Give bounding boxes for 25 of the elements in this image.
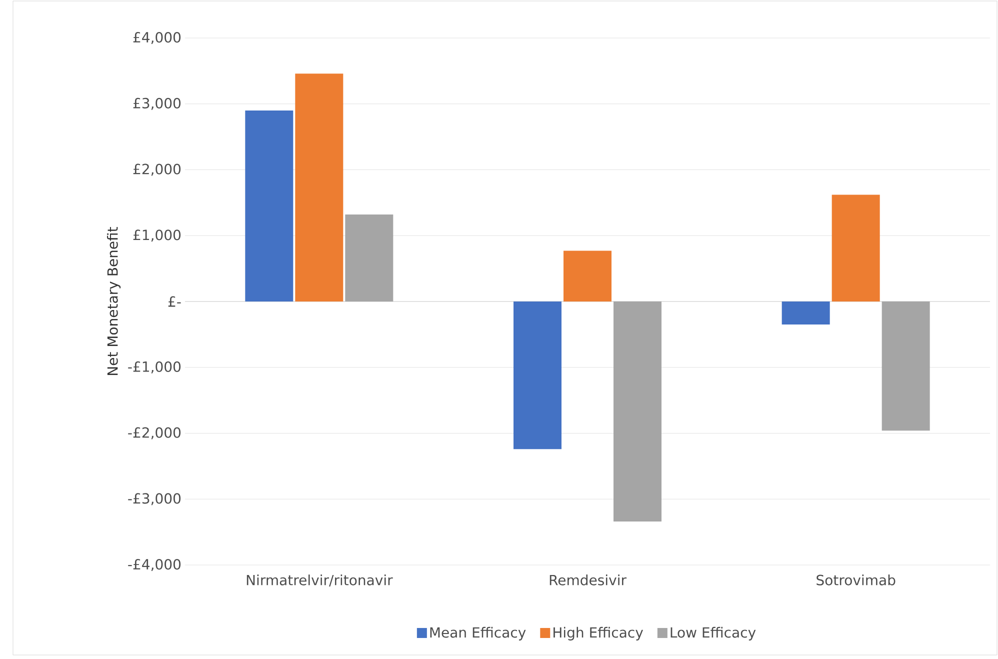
legend-label: Mean Efficacy: [430, 626, 526, 640]
y-tick-label: -£4,000: [128, 558, 181, 572]
bar: [832, 194, 880, 302]
x-tick-label: Sotrovimab: [816, 574, 896, 586]
y-tick-label: £2,000: [133, 164, 181, 176]
bar: [614, 302, 662, 522]
x-tick-label: Nirmatrelvir/ritonavir: [246, 574, 393, 586]
x-tick-label: Remdesivir: [550, 574, 627, 586]
bar: [295, 74, 344, 302]
y-tick-label: -£2,000: [128, 427, 181, 440]
y-tick-label: £-: [168, 296, 181, 307]
bar: [782, 302, 830, 325]
bar: [564, 250, 612, 302]
y-axis-title: Net Monetary Benefit: [107, 226, 121, 375]
y-tick-label: £1,000: [133, 230, 181, 242]
bar: [345, 214, 394, 302]
bar: [514, 302, 562, 450]
y-tick-label: -£3,000: [128, 493, 181, 506]
y-tick-label: -£1,000: [128, 361, 181, 374]
legend-label: High Efficacy: [554, 626, 644, 640]
bar: [245, 110, 294, 302]
bar: [882, 302, 930, 431]
y-tick-label: £3,000: [133, 98, 181, 110]
legend-label: Low Efficacy: [670, 626, 756, 640]
y-tick-label: £4,000: [133, 32, 181, 44]
